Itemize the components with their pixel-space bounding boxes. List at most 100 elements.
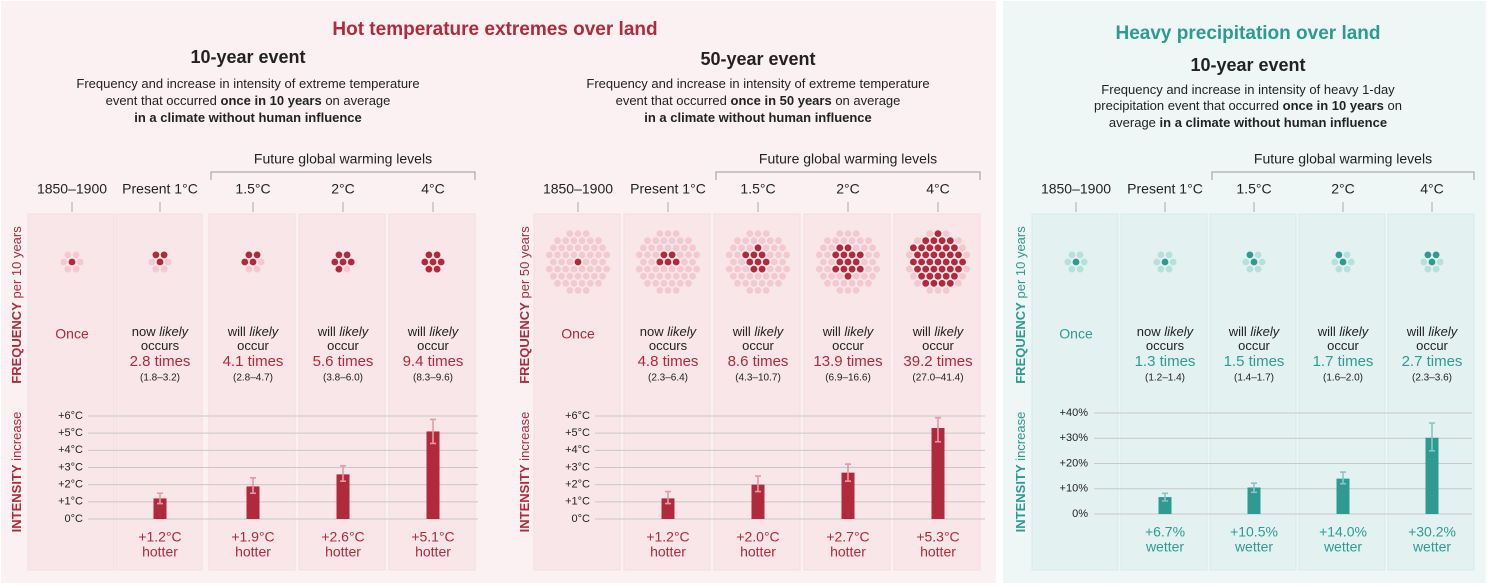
event-dot — [425, 265, 433, 273]
frequency-statement: occur — [1327, 338, 1359, 353]
description-line: average in a climate without human influe… — [1109, 115, 1387, 130]
text-segment: in a climate without human influence — [644, 110, 872, 125]
background-dot — [1335, 265, 1343, 273]
background-dot — [815, 265, 823, 273]
event-dot — [750, 251, 758, 259]
background-dot — [640, 272, 647, 280]
frequency-statement: will likely — [1228, 324, 1281, 339]
y-tick-label: 0°C — [572, 513, 591, 525]
frequency-statement: will likely — [1406, 324, 1459, 339]
background-dot — [771, 258, 778, 266]
event-dot — [926, 272, 934, 280]
bar — [1425, 437, 1439, 514]
frequency-statement: now likely — [640, 324, 698, 339]
event-dot — [836, 244, 844, 252]
bar-label: +2.6°C — [321, 529, 364, 545]
event-dot — [852, 258, 860, 266]
column-header: 1.5°C — [1236, 181, 1271, 197]
frequency-value: Once — [1059, 326, 1093, 342]
text-segment: likely — [249, 324, 279, 339]
background-dot — [836, 287, 844, 294]
background-dot — [635, 251, 643, 259]
background-dot — [730, 244, 737, 252]
column-header: Present 1°C — [630, 181, 706, 197]
background-dot — [766, 279, 774, 287]
frequency-statement: will likely — [912, 324, 965, 339]
background-dot — [664, 272, 672, 280]
background-dot — [815, 251, 823, 259]
error-bar — [1162, 492, 1168, 502]
event-dot — [938, 237, 946, 245]
bar-label: +1.9°C — [231, 529, 274, 545]
event-dot — [856, 251, 864, 259]
text-segment: occur — [1238, 338, 1270, 353]
background-dot — [775, 237, 782, 245]
background-dot — [676, 265, 684, 273]
bar — [246, 486, 260, 519]
background-dot — [914, 237, 921, 245]
text-segment: Frequency and increase in intensity of e… — [76, 76, 419, 91]
background-dot — [693, 265, 701, 273]
event-dot — [335, 251, 343, 259]
background-dot — [693, 251, 701, 259]
event-dot — [1339, 258, 1347, 266]
error-bar — [157, 492, 163, 505]
background-dot — [1157, 251, 1165, 259]
text-segment: likely — [667, 324, 697, 339]
bar-label: +5.1°C — [411, 529, 454, 545]
background-dot — [545, 265, 553, 273]
background-dot — [550, 258, 557, 266]
axis-label: INTENSITY increase — [1013, 412, 1028, 533]
background-dot — [771, 272, 778, 280]
event-dot — [938, 251, 946, 259]
frequency-value: 5.6 times — [313, 353, 374, 370]
background-dot — [844, 230, 852, 237]
background-dot — [689, 272, 696, 280]
background-dot — [566, 258, 574, 266]
text-segment: Frequency and increase in intensity of h… — [1101, 82, 1395, 97]
background-dot — [734, 279, 741, 287]
y-tick-label: +10% — [1060, 483, 1089, 495]
background-dot — [861, 258, 868, 266]
background-dot — [738, 272, 745, 280]
background-dot — [644, 265, 651, 273]
background-dot — [656, 287, 664, 294]
group-title: Hot temperature extremes over land — [332, 19, 657, 40]
frequency-range: (2.3–6.4) — [648, 373, 688, 384]
event-dot — [922, 279, 930, 287]
background-dot — [820, 244, 827, 252]
text-segment: will — [227, 324, 246, 339]
bar-label: +30.2% — [1408, 524, 1456, 540]
background-dot — [1242, 258, 1250, 266]
background-dot — [758, 279, 766, 287]
background-dot — [664, 244, 672, 252]
background-dot — [72, 265, 80, 273]
event-dot — [1428, 258, 1436, 266]
background-dot — [582, 230, 590, 237]
background-dot — [152, 265, 160, 273]
background-dot — [660, 237, 668, 245]
event-dot — [844, 258, 852, 266]
event-dot — [433, 265, 441, 273]
background-dot — [746, 287, 754, 294]
bar-label: +1.2°C — [138, 529, 181, 545]
event-dot — [934, 272, 942, 280]
background-dot — [840, 237, 848, 245]
column-box — [1120, 213, 1208, 571]
background-dot — [779, 272, 786, 280]
event-dot — [574, 258, 582, 266]
background-dot — [852, 230, 860, 237]
background-dot — [828, 258, 835, 266]
column-box — [1298, 213, 1386, 571]
event-dot — [1072, 258, 1080, 266]
background-dot — [942, 230, 950, 237]
y-tick-label: +1°C — [565, 496, 590, 508]
event-dot — [664, 258, 672, 266]
background-dot — [959, 272, 966, 280]
y-tick-label: +2°C — [565, 479, 590, 491]
background-dot — [64, 251, 72, 259]
event-dot — [840, 251, 848, 259]
background-dot — [566, 287, 574, 294]
y-tick-label: +5°C — [565, 427, 590, 439]
error-bar — [1340, 471, 1346, 485]
